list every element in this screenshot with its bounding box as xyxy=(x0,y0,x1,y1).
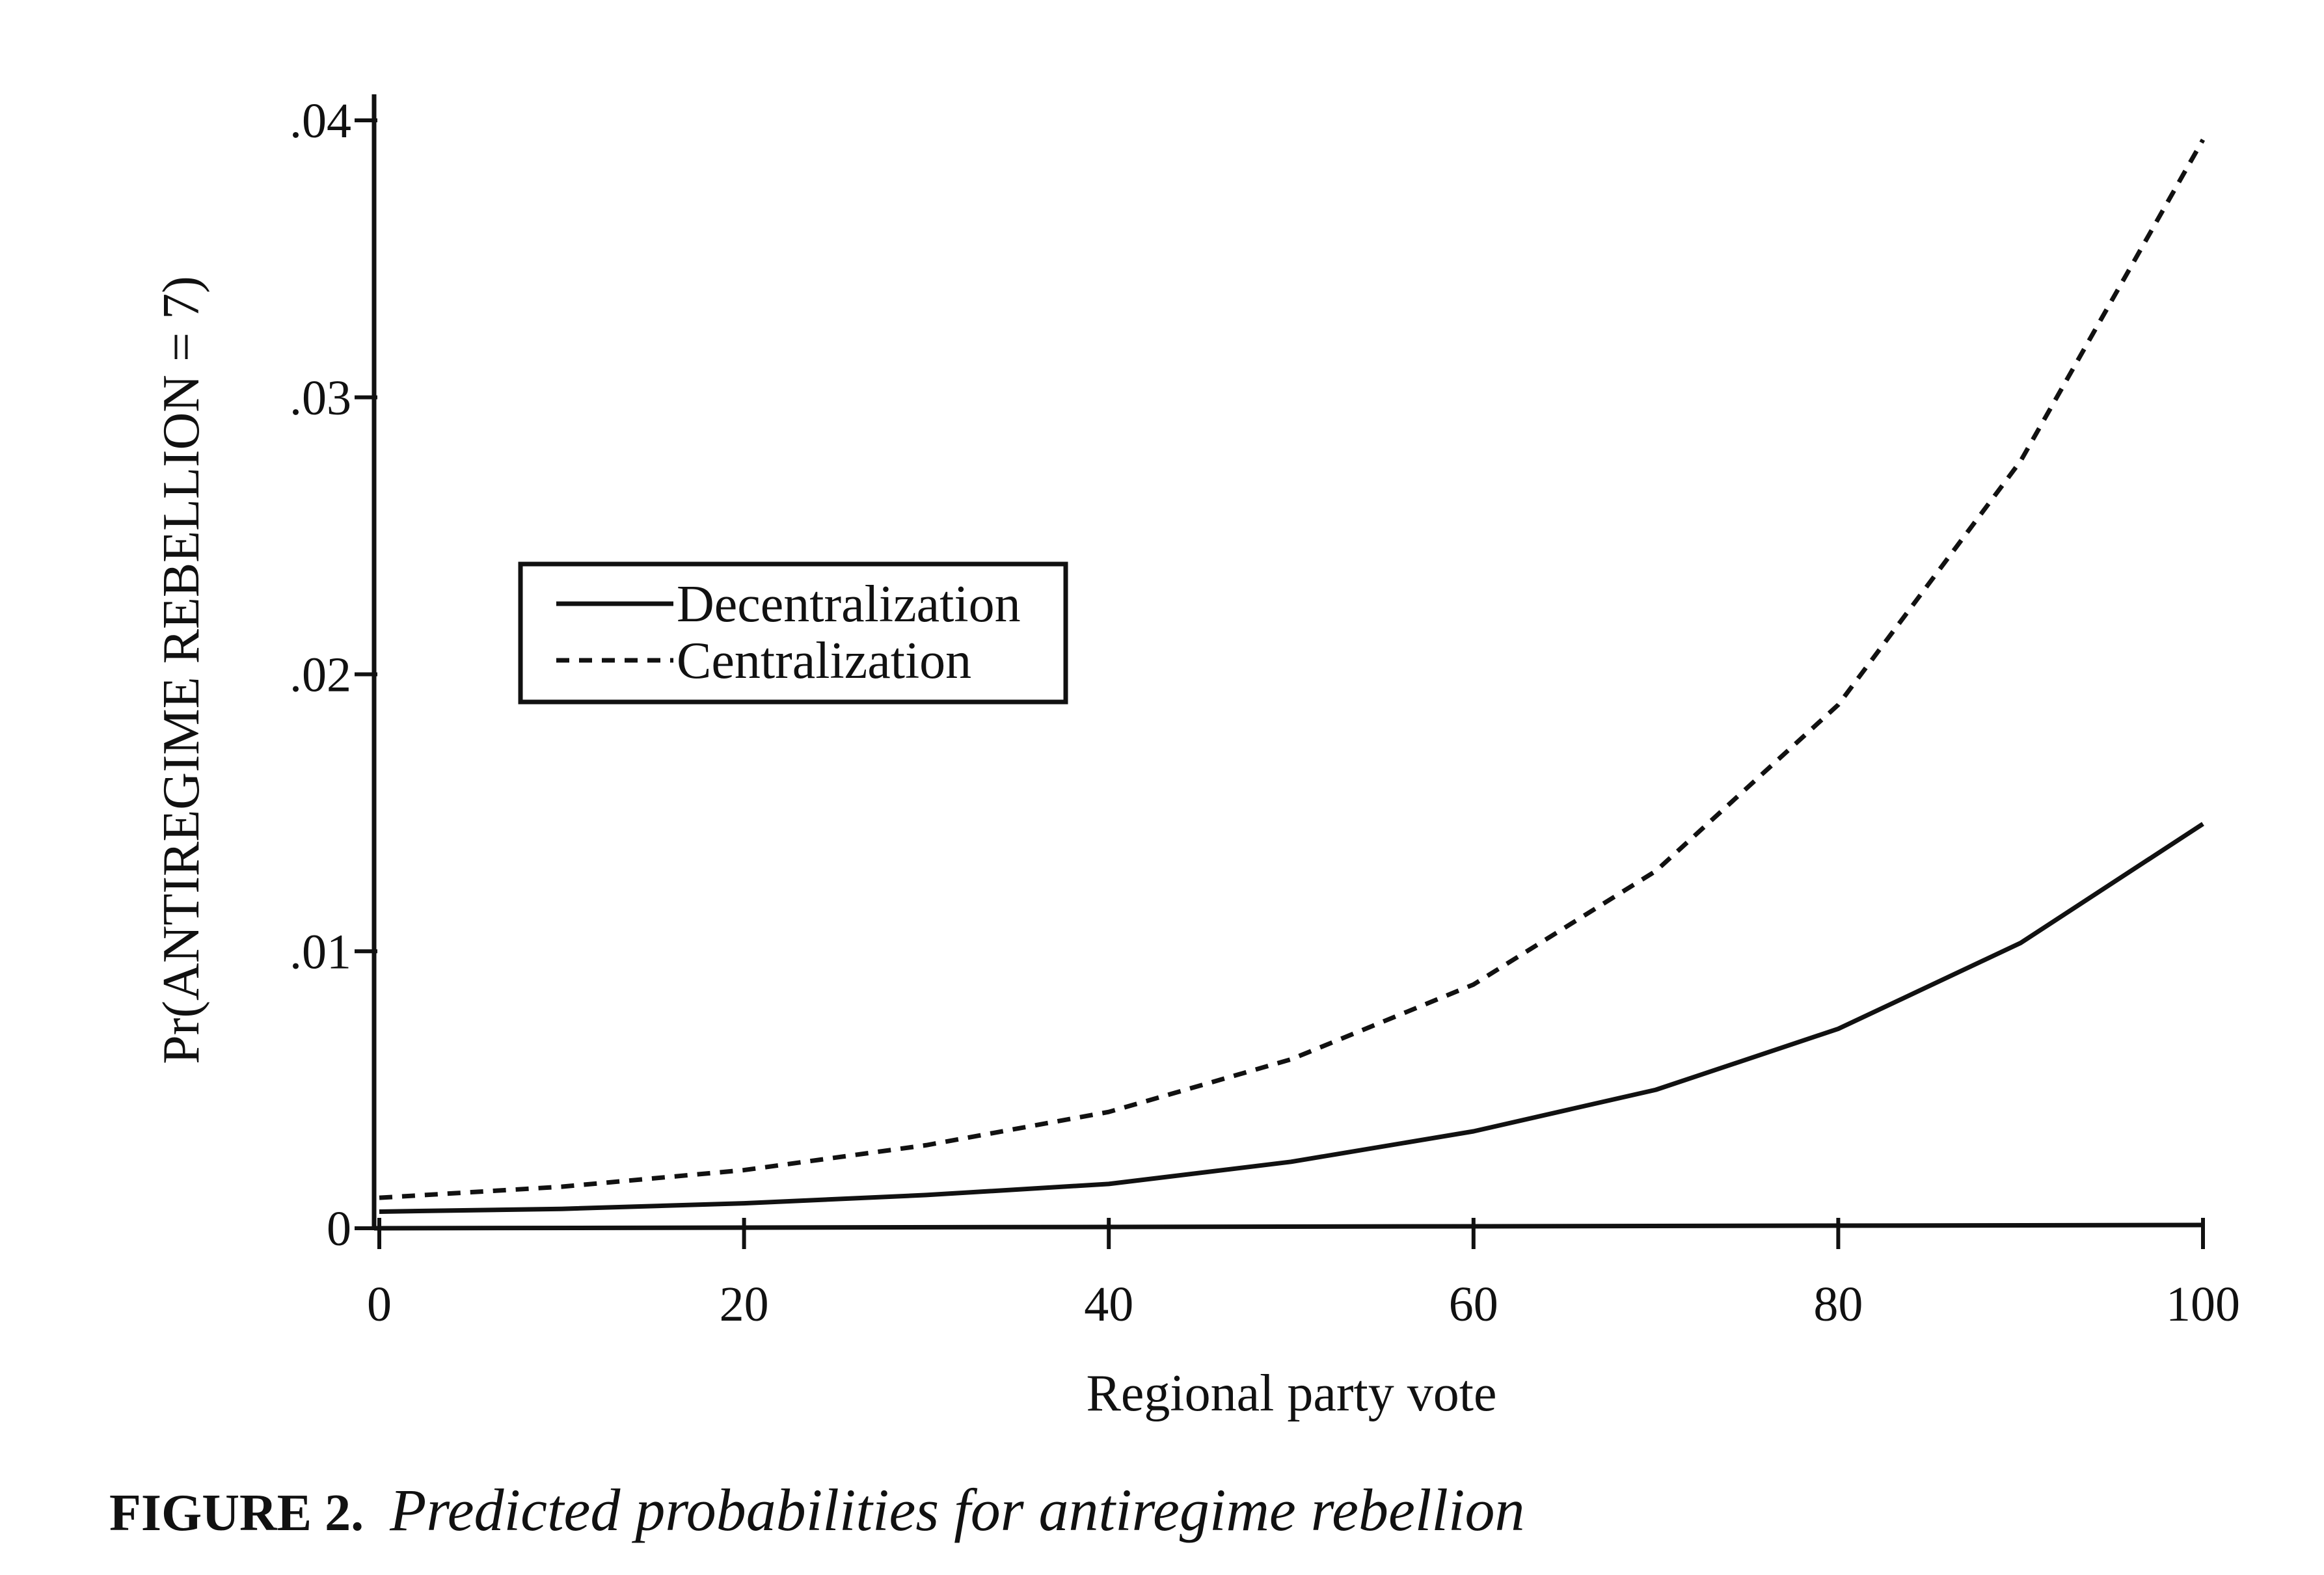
y-axis-label: Pr(ANTIREGIME REBELLION = 7) xyxy=(153,276,210,1064)
x-tick-label: 100 xyxy=(2166,1277,2240,1332)
x-tick-label: 40 xyxy=(1084,1277,1133,1332)
legend-box xyxy=(518,561,1068,705)
figure-number: FIGURE 2. xyxy=(109,1485,364,1542)
ticks: 0 20 40 60 80 100 0 .01 .02 .03 .04 xyxy=(290,94,2240,1332)
x-tick-label: 20 xyxy=(720,1277,769,1332)
legend-label: Decentralization xyxy=(677,576,1021,633)
x-axis-line xyxy=(373,1222,2204,1231)
y-tick-label: .04 xyxy=(290,94,351,148)
x-axis-label: Regional party vote xyxy=(1087,1365,1497,1422)
series-line-decentralization xyxy=(379,822,2204,1214)
x-tick-label: 80 xyxy=(1813,1277,1863,1332)
y-tick-label: 0 xyxy=(327,1202,351,1256)
x-tick-label: 0 xyxy=(367,1277,392,1332)
y-tick-label: .02 xyxy=(290,648,351,703)
series-lines xyxy=(379,139,2206,1214)
figure-caption: FIGURE 2. Predicted probabilities for ant… xyxy=(109,1475,1524,1544)
axes xyxy=(372,94,2204,1231)
figure-title: Predicted probabilities for antiregime r… xyxy=(390,1477,1525,1543)
y-tick-label: .01 xyxy=(290,924,351,979)
series-line-centralization xyxy=(379,139,2206,1200)
legend-label: Centralization xyxy=(677,632,971,690)
x-tick-label: 60 xyxy=(1449,1277,1498,1332)
y-tick-label: .03 xyxy=(290,371,351,425)
